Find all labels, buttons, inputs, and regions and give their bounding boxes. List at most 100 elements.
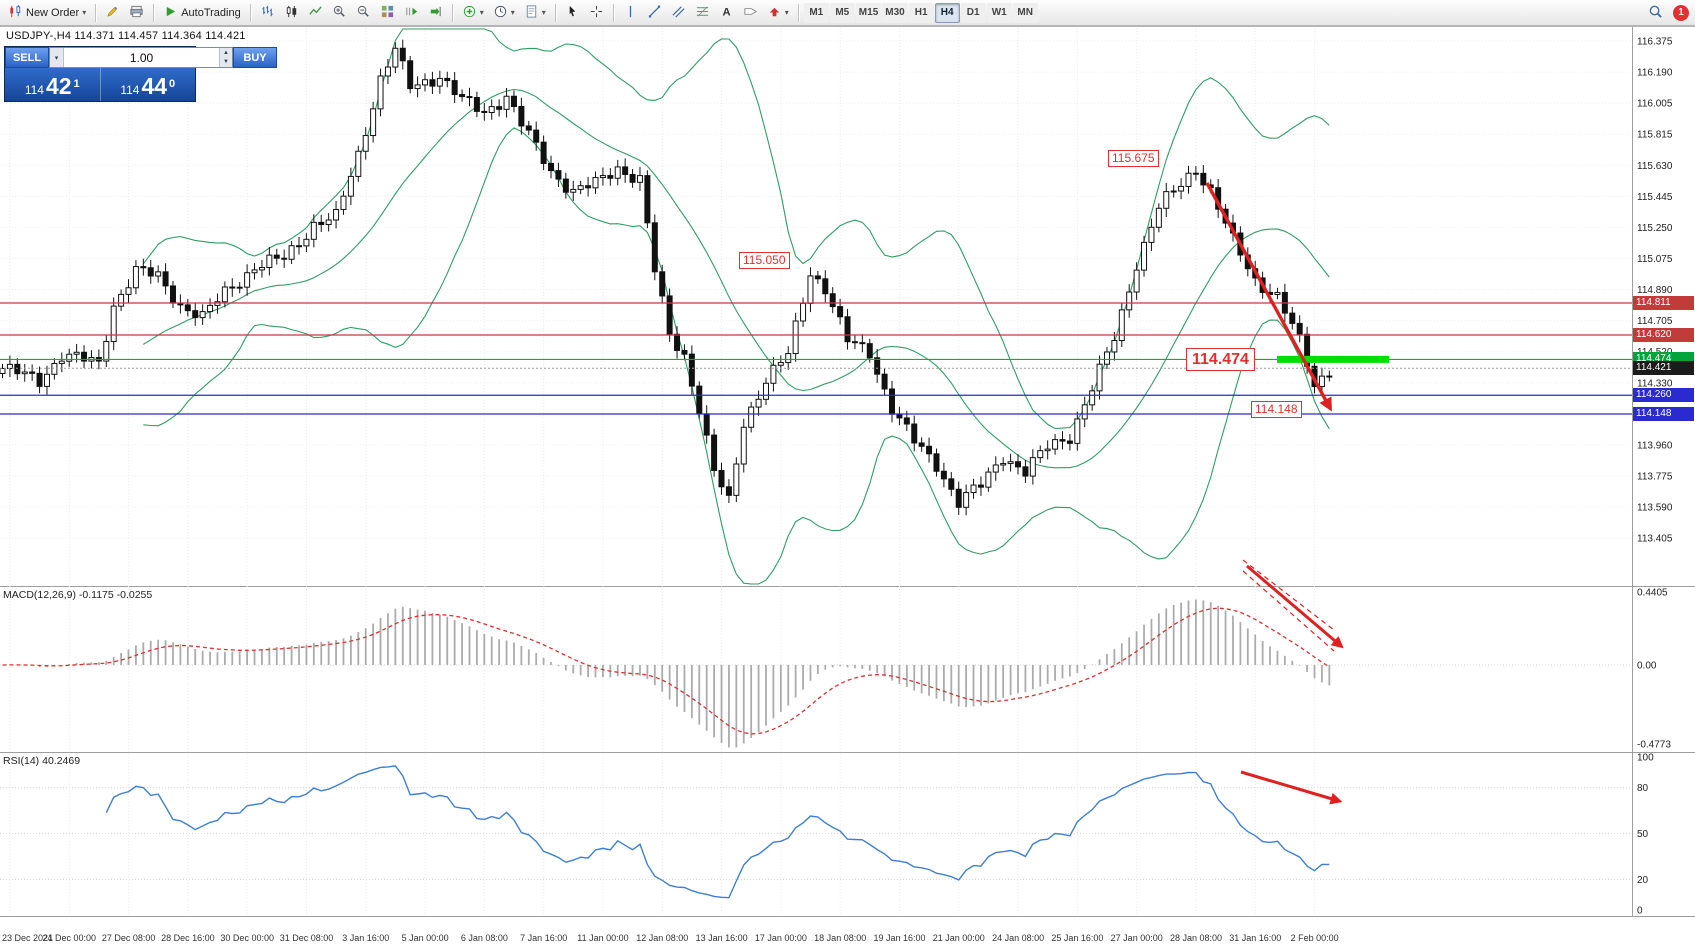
- svg-text:113.405: 113.405: [1637, 534, 1673, 545]
- price-axis-tag-114.811: 114.811: [1633, 296, 1694, 310]
- zoom-in-button[interactable]: [328, 2, 351, 24]
- templates-button[interactable]: ▾: [520, 2, 550, 24]
- text-tool-button[interactable]: A: [715, 2, 738, 24]
- new-order-label: New Order: [26, 6, 80, 19]
- chart-annotation-114.148[interactable]: 114.148: [1251, 401, 1302, 418]
- sell-price-big: 42: [45, 73, 72, 99]
- new-order-button[interactable]: New Order ▾: [4, 2, 90, 24]
- timeframe-mn[interactable]: MN: [1012, 2, 1038, 23]
- svg-text:5 Jan 00:00: 5 Jan 00:00: [402, 933, 449, 943]
- channel-button[interactable]: [667, 2, 690, 24]
- volume-down-icon[interactable]: ▼: [220, 57, 232, 67]
- indicators-plus-icon: [462, 4, 477, 22]
- svg-text:23 Dec 2021: 23 Dec 2021: [2, 933, 53, 943]
- sell-button[interactable]: SELL: [5, 47, 49, 68]
- svg-text:100: 100: [1637, 753, 1654, 764]
- periods-button[interactable]: ▾: [489, 2, 519, 24]
- svg-text:2 Feb 00:00: 2 Feb 00:00: [1291, 933, 1339, 943]
- chart-shift-button[interactable]: [424, 2, 447, 24]
- chevron-down-icon: ▾: [541, 7, 546, 17]
- buy-price[interactable]: 114 44 0: [99, 68, 196, 101]
- trendline-button[interactable]: [643, 2, 666, 24]
- template-icon: [524, 4, 539, 22]
- timeframe-h4[interactable]: H4: [934, 2, 960, 23]
- svg-text:27 Jan 00:00: 27 Jan 00:00: [1111, 933, 1163, 943]
- volume-spinner: ▾ ▲ ▼: [49, 47, 233, 68]
- svg-text:11 Jan 00:00: 11 Jan 00:00: [577, 933, 628, 943]
- zoom-out-icon: [356, 4, 371, 22]
- chart-annotation-115.050[interactable]: 115.050: [739, 252, 790, 269]
- timeframe-m15[interactable]: M15: [855, 2, 882, 23]
- rsi-name: RSI(14): [3, 755, 40, 767]
- svg-text:114.890: 114.890: [1637, 285, 1673, 296]
- timeframe-w1[interactable]: W1: [986, 2, 1012, 23]
- clock-icon: [493, 4, 508, 22]
- channel-icon: [671, 4, 686, 22]
- tile-windows-icon: [380, 4, 395, 22]
- buy-button[interactable]: BUY: [233, 47, 277, 68]
- label-tag-icon: [743, 4, 758, 22]
- timeframe-d1[interactable]: D1: [960, 2, 986, 23]
- svg-text:28 Dec 16:00: 28 Dec 16:00: [161, 933, 215, 943]
- fibonacci-button[interactable]: [691, 2, 714, 24]
- fibonacci-icon: [695, 4, 710, 22]
- sell-price-sup: 1: [73, 78, 80, 90]
- arrows-tool-button[interactable]: ▾: [763, 2, 793, 24]
- svg-text:12 Jan 08:00: 12 Jan 08:00: [636, 933, 688, 943]
- pencil-icon: [105, 4, 120, 22]
- timeframe-m5[interactable]: M5: [829, 2, 855, 23]
- label-tool-button[interactable]: [739, 2, 762, 24]
- price-axis-tag-114.148: 114.148: [1633, 406, 1694, 421]
- volume-dropdown-icon[interactable]: ▾: [50, 48, 64, 67]
- chart-annotation-114.474[interactable]: 114.474: [1186, 348, 1255, 371]
- svg-text:27 Dec 08:00: 27 Dec 08:00: [102, 933, 156, 943]
- metaeditor-button[interactable]: [101, 2, 124, 24]
- crosshair-button[interactable]: [585, 2, 608, 24]
- volume-input[interactable]: [64, 48, 219, 67]
- zoom-in-icon: [332, 4, 347, 22]
- svg-text:21 Jan 00:00: 21 Jan 00:00: [933, 933, 985, 943]
- svg-text:116.005: 116.005: [1637, 99, 1673, 110]
- zoom-out-button[interactable]: [352, 2, 375, 24]
- notification-badge[interactable]: 1: [1673, 4, 1689, 21]
- ohlc-bars-icon: [260, 4, 275, 22]
- chevron-down-icon: ▾: [82, 7, 87, 17]
- printer-icon: [129, 4, 144, 22]
- candlestick-chart-button[interactable]: [280, 2, 303, 24]
- auto-scroll-button[interactable]: [400, 2, 423, 24]
- print-button[interactable]: [125, 2, 148, 24]
- svg-text:20: 20: [1637, 875, 1649, 886]
- price-axis-tag-114.620: 114.620: [1633, 327, 1694, 342]
- chart-annotation-115.675[interactable]: 115.675: [1108, 150, 1159, 167]
- svg-text:114.330: 114.330: [1637, 378, 1673, 389]
- vertical-line-button[interactable]: [619, 2, 642, 24]
- line-chart-button[interactable]: [304, 2, 327, 24]
- svg-text:115.445: 115.445: [1637, 192, 1673, 203]
- tile-windows-button[interactable]: [376, 2, 399, 24]
- svg-text:6 Jan 08:00: 6 Jan 08:00: [461, 933, 508, 943]
- toolbar-right-group: 1: [1644, 2, 1691, 24]
- svg-text:A: A: [722, 6, 730, 18]
- search-button[interactable]: [1644, 2, 1667, 24]
- svg-text:113.775: 113.775: [1637, 471, 1673, 482]
- autotrading-label: AutoTrading: [181, 6, 241, 19]
- timeframe-m1[interactable]: M1: [803, 2, 829, 23]
- timeframe-m30[interactable]: M30: [882, 2, 908, 23]
- timeframe-h1[interactable]: H1: [908, 2, 934, 23]
- cursor-icon: [565, 4, 580, 22]
- bar-chart-button[interactable]: [256, 2, 279, 24]
- svg-text:116.375: 116.375: [1637, 37, 1673, 48]
- autotrading-button[interactable]: AutoTrading: [159, 2, 245, 24]
- sell-price[interactable]: 114 42 1: [5, 68, 100, 101]
- macd-indicator-label: MACD(12,26,9) -0.1175 -0.0255: [3, 589, 152, 601]
- rsi-value: 40.2469: [42, 755, 81, 767]
- volume-up-icon[interactable]: ▲: [220, 48, 232, 58]
- cursor-button[interactable]: [561, 2, 584, 24]
- trendline-icon: [647, 4, 662, 22]
- indicators-button[interactable]: ▾: [458, 2, 488, 24]
- svg-text:80: 80: [1637, 783, 1649, 794]
- chart-shift-icon: [428, 4, 443, 22]
- chart-symbol-info: USDJPY-,H4 114.371 114.457 114.364 114.4…: [6, 30, 246, 42]
